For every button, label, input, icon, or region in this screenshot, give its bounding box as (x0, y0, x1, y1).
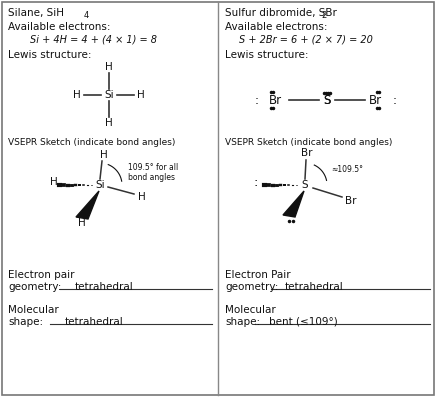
Text: ≈109.5°: ≈109.5° (331, 165, 363, 174)
Text: Lewis structure:: Lewis structure: (8, 50, 92, 60)
Text: Br: Br (345, 196, 357, 206)
Text: Si: Si (95, 180, 105, 190)
Text: H: H (137, 90, 145, 100)
Text: :: : (254, 177, 258, 189)
Text: VSEPR Sketch (indicate bond angles): VSEPR Sketch (indicate bond angles) (225, 138, 392, 147)
Text: Br: Br (368, 94, 382, 106)
Text: Lewis structure:: Lewis structure: (225, 50, 309, 60)
Text: Molecular: Molecular (8, 305, 59, 315)
Text: :: : (255, 94, 259, 106)
Text: S̈: S̈ (324, 94, 330, 106)
Text: S: S (324, 94, 330, 106)
Text: 4: 4 (84, 11, 89, 20)
Polygon shape (76, 191, 99, 219)
Text: Si + 4H = 4 + (4 × 1) = 8: Si + 4H = 4 + (4 × 1) = 8 (30, 35, 157, 45)
Text: 2: 2 (321, 11, 326, 20)
Text: bent (≤109°): bent (≤109°) (269, 317, 338, 327)
Text: Available electrons:: Available electrons: (225, 22, 327, 32)
Text: H: H (105, 62, 113, 72)
Text: H: H (50, 177, 58, 187)
Text: Sulfur dibromide, SBr: Sulfur dibromide, SBr (225, 8, 337, 18)
Text: shape:: shape: (225, 317, 260, 327)
Text: Br: Br (301, 148, 313, 158)
Text: H: H (100, 150, 108, 160)
Text: geometry:: geometry: (8, 282, 61, 292)
Text: H: H (73, 90, 81, 100)
Text: H: H (105, 118, 113, 128)
Text: Molecular: Molecular (225, 305, 276, 315)
Text: tetrahedral: tetrahedral (65, 317, 124, 327)
Text: Electron pair: Electron pair (8, 270, 75, 280)
Text: shape:: shape: (8, 317, 43, 327)
Text: 109.5° for all
bond angles: 109.5° for all bond angles (128, 163, 178, 182)
Text: Electron Pair: Electron Pair (225, 270, 291, 280)
Text: Si: Si (104, 90, 114, 100)
Text: S + 2Br = 6 + (2 × 7) = 20: S + 2Br = 6 + (2 × 7) = 20 (239, 35, 373, 45)
Text: S: S (302, 180, 308, 190)
Text: VSEPR Sketch (indicate bond angles): VSEPR Sketch (indicate bond angles) (8, 138, 175, 147)
Text: H: H (78, 218, 86, 228)
Text: Available electrons:: Available electrons: (8, 22, 110, 32)
Polygon shape (283, 191, 304, 217)
Text: tetrahedral: tetrahedral (285, 282, 344, 292)
Text: H: H (138, 192, 146, 202)
Text: :: : (393, 94, 397, 106)
Text: Br: Br (269, 94, 282, 106)
Text: tetrahedral: tetrahedral (75, 282, 134, 292)
Text: Silane, SiH: Silane, SiH (8, 8, 64, 18)
Text: geometry:: geometry: (225, 282, 278, 292)
